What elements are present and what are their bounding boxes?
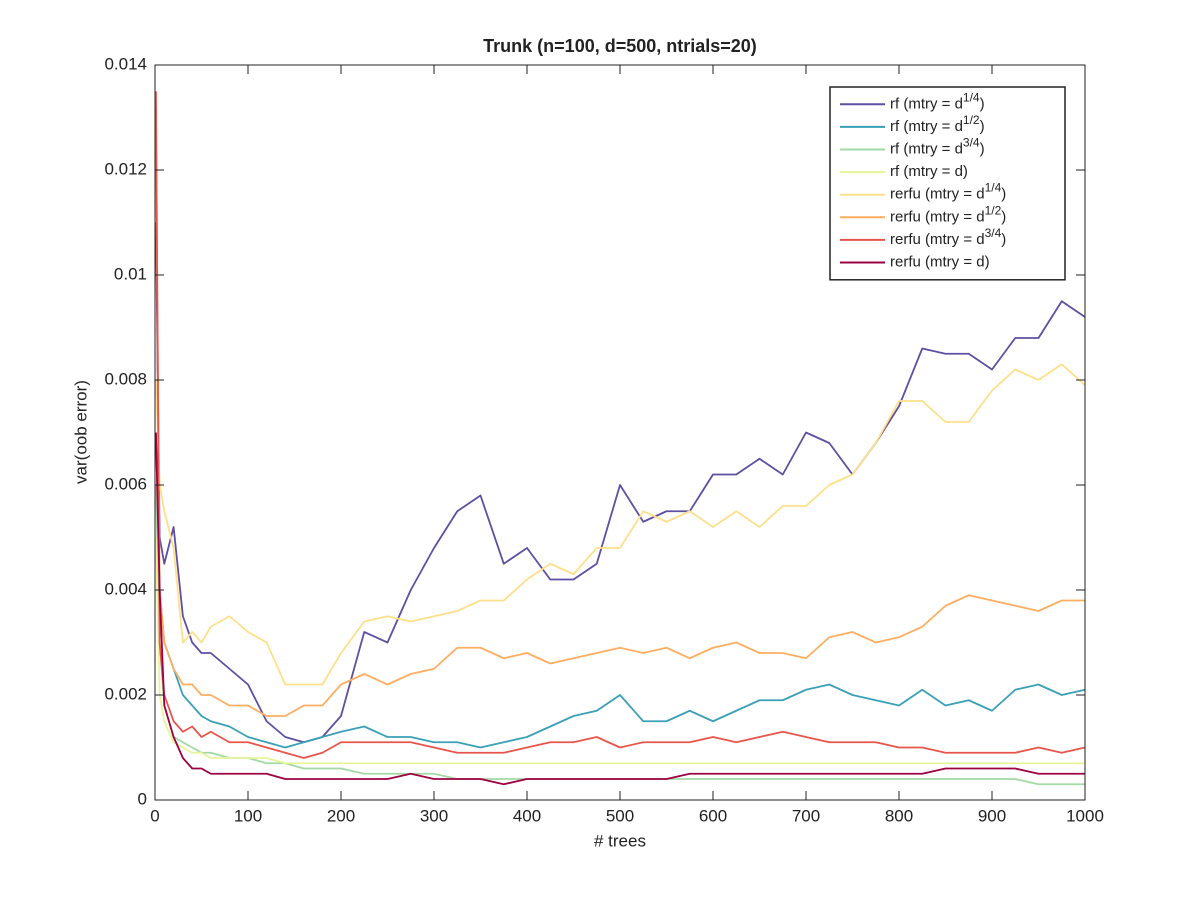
legend-text-part: rerfu (mtry = d bbox=[890, 186, 985, 203]
legend-text: rerfu (mtry = d1/4) bbox=[890, 181, 1006, 203]
legend-text-part: rf (mtry = d bbox=[890, 95, 963, 112]
legend-text-part: ) bbox=[980, 140, 985, 157]
y-tick-label: 0.012 bbox=[104, 159, 147, 178]
legend-text: rf (mtry = d) bbox=[890, 163, 968, 180]
legend-text-superscript: 1/2 bbox=[985, 203, 1002, 217]
legend-text-superscript: 3/4 bbox=[963, 136, 980, 150]
legend-text-part: rf (mtry = d bbox=[890, 140, 963, 157]
series-line bbox=[155, 91, 1086, 759]
y-tick-label: 0.014 bbox=[104, 54, 147, 73]
legend-text-part: rerfu (mtry = d bbox=[890, 231, 985, 248]
series-line bbox=[155, 537, 1085, 765]
x-axis-label: # trees bbox=[594, 831, 646, 850]
plot-area bbox=[155, 91, 1086, 786]
x-tick-label: 600 bbox=[699, 806, 727, 825]
y-tick-label: 0.006 bbox=[104, 474, 147, 493]
series-line bbox=[155, 363, 1086, 686]
legend-text-part: ) bbox=[1001, 231, 1006, 248]
legend-text-superscript: 1/4 bbox=[963, 90, 980, 104]
legend-text: rerfu (mtry = d3/4) bbox=[890, 226, 1006, 248]
legend-text-superscript: 1/4 bbox=[985, 181, 1002, 195]
x-tick-label: 900 bbox=[978, 806, 1006, 825]
y-axis-label: var(oob error) bbox=[71, 380, 90, 484]
x-tick-label: 0 bbox=[150, 806, 159, 825]
legend-text-part: ) bbox=[1001, 208, 1006, 225]
legend-text: rerfu (mtry = d) bbox=[890, 253, 990, 270]
legend-text-part: ) bbox=[980, 118, 985, 135]
series-line bbox=[155, 222, 1086, 744]
y-tick-label: 0.008 bbox=[104, 369, 147, 388]
legend-text-part: rerfu (mtry = d bbox=[890, 208, 985, 225]
y-tick-label: 0.002 bbox=[104, 684, 147, 703]
legend-text-part: ) bbox=[1001, 186, 1006, 203]
x-tick-label: 700 bbox=[792, 806, 820, 825]
x-tick-label: 200 bbox=[327, 806, 355, 825]
series-line bbox=[155, 117, 1085, 717]
legend-text: rf (mtry = d1/2) bbox=[890, 113, 985, 135]
legend-text-superscript: 3/4 bbox=[985, 226, 1002, 240]
chart-title: Trunk (n=100, d=500, ntrials=20) bbox=[483, 36, 757, 56]
legend-text: rf (mtry = d3/4) bbox=[890, 136, 985, 158]
legend-box bbox=[829, 86, 1066, 281]
x-tick-label: 300 bbox=[420, 806, 448, 825]
legend-text: rf (mtry = d1/4) bbox=[890, 90, 985, 112]
legend-text-part: ) bbox=[980, 95, 985, 112]
x-tick-label: 1000 bbox=[1066, 806, 1104, 825]
x-tick-label: 400 bbox=[513, 806, 541, 825]
legend-text-part: rf (mtry = d bbox=[890, 118, 963, 135]
x-tick-label: 100 bbox=[234, 806, 262, 825]
legend-text: rerfu (mtry = d1/2) bbox=[890, 203, 1006, 225]
legend-text-superscript: 1/2 bbox=[963, 113, 980, 127]
y-tick-label: 0 bbox=[138, 789, 147, 808]
y-tick-label: 0.01 bbox=[114, 264, 147, 283]
y-tick-label: 0.004 bbox=[104, 579, 147, 598]
legend: rf (mtry = d1/4)rf (mtry = d1/2)rf (mtry… bbox=[829, 86, 1066, 281]
x-tick-label: 500 bbox=[606, 806, 634, 825]
x-tick-label: 800 bbox=[885, 806, 913, 825]
series-line bbox=[155, 432, 1085, 786]
plot-frame bbox=[154, 64, 1086, 801]
series-line bbox=[155, 432, 1086, 749]
